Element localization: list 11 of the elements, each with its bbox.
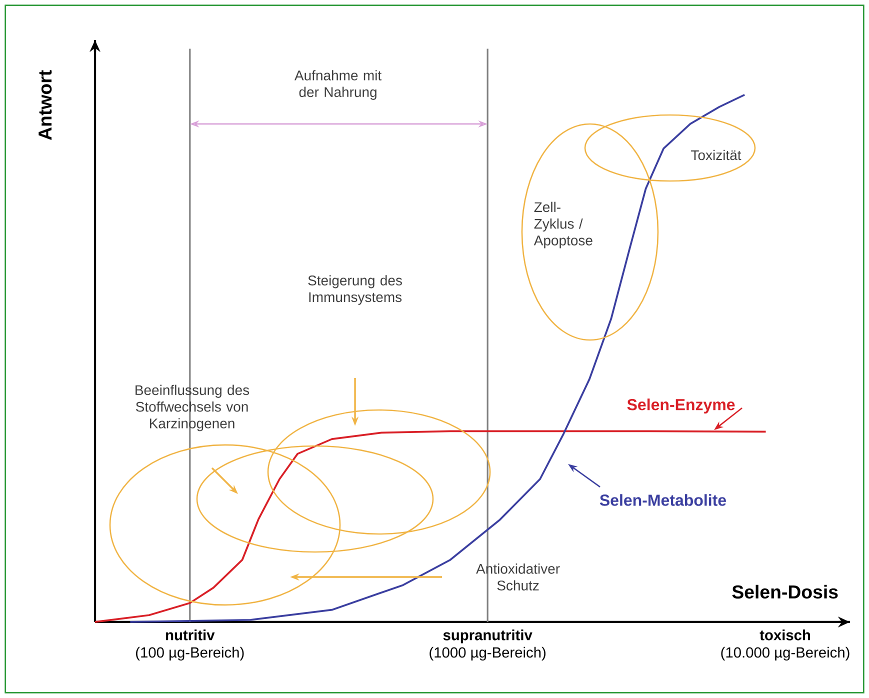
annotation: Zell-Zyklus / Apoptose bbox=[534, 202, 592, 248]
annotation: Toxizität bbox=[691, 150, 742, 160]
legend-label: Selen-Metabolite bbox=[600, 494, 726, 506]
x-axis-title: Selen-Dosis bbox=[732, 584, 838, 599]
series-label: Selen-Enzyme bbox=[627, 398, 735, 414]
x-tick-label: nutritiv (100 µg-Bereich) bbox=[136, 630, 244, 661]
annotation: Steigerung des Immunsystems bbox=[308, 275, 402, 305]
y-axis-title: Antwort bbox=[38, 70, 52, 140]
x-tick-label: toxisch (10.000 µg-Bereich) bbox=[721, 630, 850, 661]
annotation: Aufnahme mit der Nahrung bbox=[294, 70, 382, 100]
x-tick-label: supranutritiv (1000 µg-Bereich) bbox=[430, 630, 546, 661]
